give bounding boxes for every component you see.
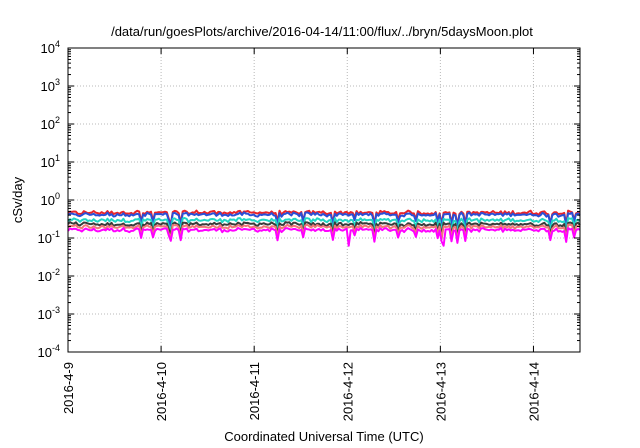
- y-tick-label: 103: [41, 77, 60, 94]
- series-line: [67, 217, 581, 234]
- x-tick-label: 2016-4-10: [154, 362, 169, 421]
- series-lines: [67, 209, 581, 247]
- x-axis-label: Coordinated Universal Time (UTC): [224, 429, 423, 444]
- x-tick-label: 2016-4-12: [340, 362, 355, 421]
- y-tick-label: 100: [41, 191, 60, 208]
- y-axis-label: cSv/day: [10, 176, 25, 223]
- x-tick-label: 2016-4-9: [61, 362, 76, 414]
- y-axis: 10-4 10-3 10-2 10-1 100 101 102 103 104: [38, 39, 580, 360]
- y-tick-label: 102: [41, 115, 60, 132]
- grid: [68, 48, 580, 352]
- series-line: [67, 227, 581, 247]
- x-axis: 2016-4-9 2016-4-10 2016-4-11 2016-4-12 2016-…: [61, 48, 541, 421]
- x-tick-label: 2016-4-11: [247, 362, 262, 420]
- x-tick-label: 2016-4-14: [526, 362, 541, 421]
- series-line: [67, 211, 581, 228]
- y-tick-label: 101: [41, 153, 60, 170]
- x-tick-label: 2016-4-13: [433, 362, 448, 421]
- y-tick-label: 10-1: [38, 229, 60, 246]
- y-tick-label: 104: [41, 39, 60, 56]
- y-tick-label: 10-2: [38, 267, 60, 284]
- y-tick-label: 10-4: [38, 343, 60, 360]
- y-tick-label: 10-3: [38, 305, 60, 322]
- chart-title: /data/run/goesPlots/archive/2016-04-14/1…: [111, 24, 533, 39]
